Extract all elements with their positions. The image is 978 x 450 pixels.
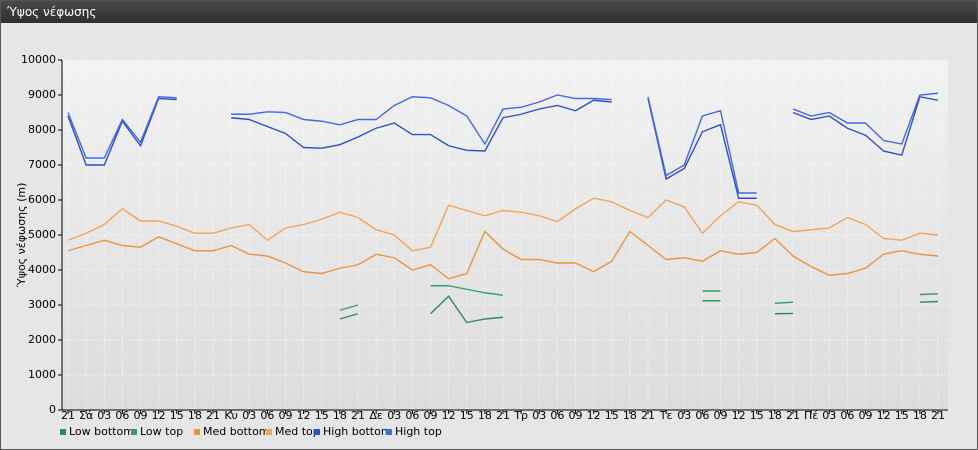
x-tick-label: 06 — [550, 409, 564, 422]
x-tick-label: 09 — [424, 409, 438, 422]
x-tick-label: 18 — [623, 409, 637, 422]
y-tick-label: 6000 — [28, 193, 56, 206]
legend-label: Med bottom — [203, 425, 270, 438]
y-tick-label: 10000 — [21, 53, 56, 66]
x-tick-label: 09 — [134, 409, 148, 422]
legend-label: High top — [395, 425, 442, 438]
x-tick-label: Τε — [659, 409, 673, 422]
x-tick-label: 15 — [750, 409, 764, 422]
x-tick-label: 09 — [859, 409, 873, 422]
x-tick-label: 06 — [405, 409, 419, 422]
x-tick-label: 12 — [877, 409, 891, 422]
x-tick-label: 15 — [895, 409, 909, 422]
x-tick-label: 03 — [387, 409, 401, 422]
x-tick-label: 18 — [478, 409, 492, 422]
x-tick-label: 18 — [913, 409, 927, 422]
x-tick-label: 03 — [242, 409, 256, 422]
x-tick-label: 18 — [768, 409, 782, 422]
y-tick-label: 4000 — [28, 263, 56, 276]
legend-swatch — [266, 429, 272, 435]
x-tick-label: 15 — [605, 409, 619, 422]
x-tick-label: 21 — [496, 409, 510, 422]
x-tick-label: 15 — [460, 409, 474, 422]
legend-swatch — [194, 429, 200, 435]
legend-swatch — [314, 429, 320, 435]
x-tick-label: 15 — [315, 409, 329, 422]
x-tick-label: 03 — [677, 409, 691, 422]
legend-swatch — [131, 429, 137, 435]
y-tick-label: 8000 — [28, 123, 56, 136]
y-tick-label: 5000 — [28, 228, 56, 241]
y-tick-label: 2000 — [28, 333, 56, 346]
legend-label: Med top — [275, 425, 320, 438]
x-tick-label: 21 — [931, 409, 945, 422]
series-line — [67, 92, 939, 194]
x-tick-label: 12 — [732, 409, 746, 422]
x-tick-label: Σά — [79, 409, 93, 422]
series-line — [67, 230, 939, 280]
window-title: Ύψος νέφωσης — [1, 1, 977, 23]
x-tick-label: 21 — [351, 409, 365, 422]
y-tick-label: 0 — [49, 403, 56, 416]
legend-label: Low bottom — [69, 425, 134, 438]
series-line — [67, 197, 939, 252]
x-tick-label: 03 — [822, 409, 836, 422]
series-line — [67, 95, 939, 199]
series-line — [339, 295, 939, 324]
x-tick-label: 03 — [97, 409, 111, 422]
series-line — [339, 285, 939, 311]
x-tick-label: 09 — [714, 409, 728, 422]
x-tick-label: 21 — [61, 409, 75, 422]
x-tick-label: 06 — [115, 409, 129, 422]
x-tick-label: 18 — [333, 409, 347, 422]
legend-swatch — [60, 429, 66, 435]
x-tick-label: 06 — [260, 409, 274, 422]
y-tick-label: 1000 — [28, 368, 56, 381]
y-axis-label: Ύψος νέφωσης (m) — [15, 183, 28, 289]
x-tick-label: Δε — [369, 409, 383, 422]
x-tick-label: 12 — [587, 409, 601, 422]
x-tick-label: 15 — [170, 409, 184, 422]
x-tick-label: Κυ — [224, 409, 238, 422]
x-tick-label: 06 — [695, 409, 709, 422]
x-tick-label: 09 — [569, 409, 583, 422]
x-tick-label: 18 — [188, 409, 202, 422]
x-tick-label: 12 — [152, 409, 166, 422]
y-tick-label: 3000 — [28, 298, 56, 311]
x-tick-label: Τρ — [513, 409, 528, 422]
x-tick-label: 12 — [297, 409, 311, 422]
x-tick-label: 12 — [442, 409, 456, 422]
x-tick-label: 21 — [206, 409, 220, 422]
x-tick-label: 21 — [786, 409, 800, 422]
x-tick-label: 03 — [532, 409, 546, 422]
x-tick-label: 06 — [840, 409, 854, 422]
legend-label: High bottom — [323, 425, 392, 438]
x-tick-label: 09 — [279, 409, 293, 422]
legend-swatch — [386, 429, 392, 435]
y-tick-label: 7000 — [28, 158, 56, 171]
x-tick-label: 21 — [641, 409, 655, 422]
y-tick-label: 9000 — [28, 88, 56, 101]
x-tick-label: Πέ — [804, 409, 818, 422]
legend-label: Low top — [140, 425, 183, 438]
